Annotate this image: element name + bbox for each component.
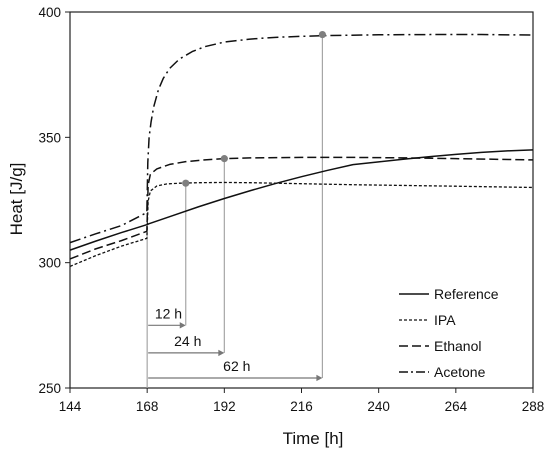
y-tick-label: 400 bbox=[38, 5, 61, 20]
x-tick-label: 144 bbox=[59, 399, 82, 414]
legend: Reference IPA Ethanol Acetone bbox=[399, 286, 499, 380]
y-tick-label: 250 bbox=[38, 381, 61, 396]
series-marker-point bbox=[318, 30, 326, 39]
x-tick-label: 192 bbox=[213, 399, 236, 414]
x-tick-label: 264 bbox=[445, 399, 468, 414]
legend-label-acetone: Acetone bbox=[434, 364, 486, 380]
legend-label-ipa: IPA bbox=[434, 312, 456, 328]
series-marker-point bbox=[220, 155, 228, 163]
series-layer bbox=[69, 33, 534, 268]
plot-frame bbox=[69, 11, 534, 389]
x-tick-label: 288 bbox=[522, 399, 545, 414]
annotation-arrowhead bbox=[316, 374, 323, 382]
series-line-acetone bbox=[69, 33, 534, 244]
x-tick-label: 240 bbox=[367, 399, 390, 414]
annotation-arrowhead bbox=[218, 349, 225, 357]
x-tick-label: 216 bbox=[290, 399, 313, 414]
annotation-layer: 12 h 24 h 62 h bbox=[146, 34, 323, 388]
x-axis-title: Time [h] bbox=[283, 429, 344, 448]
series-marker-point bbox=[182, 179, 190, 187]
legend-label-reference: Reference bbox=[434, 286, 499, 302]
axis-layer: 144 168 192 216 240 264 288 250 300 350 400 bbox=[38, 5, 544, 414]
x-tick-label: 168 bbox=[136, 399, 159, 414]
marker-layer bbox=[182, 30, 326, 187]
annotation-label: 62 h bbox=[223, 358, 250, 374]
series-line-reference bbox=[69, 149, 534, 251]
annotation-label: 24 h bbox=[174, 333, 201, 349]
series-line-ipa bbox=[69, 181, 534, 268]
y-axis-title: Heat [J/g] bbox=[7, 163, 26, 236]
legend-label-ethanol: Ethanol bbox=[434, 338, 481, 354]
annotation-arrowhead bbox=[179, 322, 186, 329]
annotation-label: 12 h bbox=[155, 305, 182, 321]
plot-area bbox=[69, 11, 534, 389]
y-tick-label: 300 bbox=[38, 256, 61, 271]
y-tick-label: 350 bbox=[38, 130, 61, 145]
series-line-ethanol bbox=[69, 156, 534, 260]
